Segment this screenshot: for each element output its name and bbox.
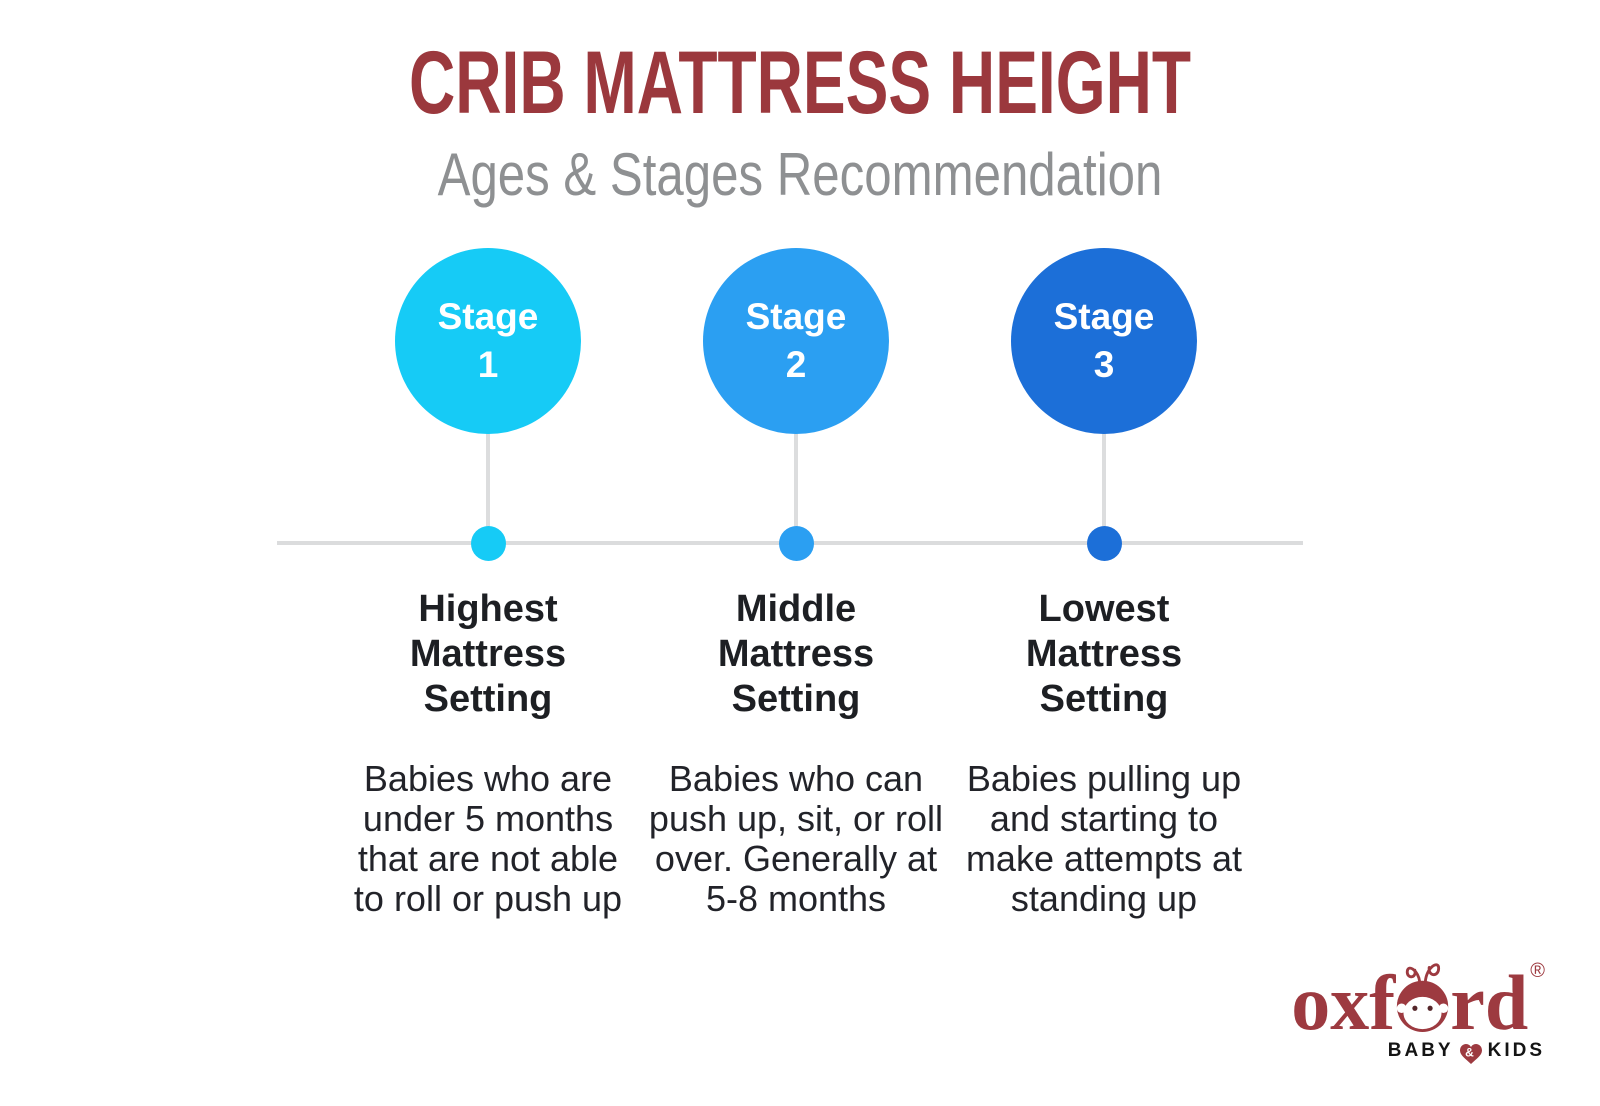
stage-3-description: Babies pulling up and starting to make a…: [965, 758, 1243, 919]
stage-1-circle: Stage 1: [395, 248, 581, 434]
page-title: CRIB MATTRESS HEIGHT: [408, 32, 1192, 132]
stage-2-circle: Stage 2: [703, 248, 889, 434]
stage-column-3: Stage 3 Lowest Mattress Setting Babies p…: [944, 0, 1264, 1106]
logo-word-part1: oxf: [1291, 958, 1396, 1046]
stage-1-heading: Highest Mattress Setting: [409, 588, 567, 720]
stage-3-heading: Lowest Mattress Setting: [1025, 588, 1183, 720]
logo-baby-text: BABY: [1387, 1040, 1454, 1061]
page-subtitle: Ages & Stages Recommendation: [437, 141, 1163, 208]
connector-line-2: [794, 430, 798, 543]
registered-mark: ®: [1530, 959, 1545, 982]
stage-3-label: Stage 3: [1054, 293, 1155, 389]
stage-number: 2: [785, 344, 807, 385]
logo-wordmark: oxf rd ®: [1291, 952, 1545, 1042]
stage-2-label: Stage 2: [746, 293, 847, 389]
logo-subline: BABY & KIDS: [1291, 1040, 1545, 1064]
logo-word-part2: rd: [1450, 958, 1529, 1046]
stage-1-description: Babies who are under 5 months that are n…: [353, 758, 623, 919]
svg-text:&: &: [1465, 1046, 1477, 1060]
connector-line-3: [1102, 430, 1106, 543]
timeline-dot-1: [470, 526, 506, 561]
stage-number: 3: [1093, 344, 1115, 385]
stage-word: Stage: [437, 296, 539, 337]
connector-line-1: [486, 430, 490, 543]
timeline-dot-2: [778, 526, 814, 561]
stage-number: 1: [477, 344, 499, 385]
stage-column-1: Stage 1 Highest Mattress Setting Babies …: [328, 0, 648, 1106]
stage-2-heading: Middle Mattress Setting: [717, 588, 875, 720]
logo-kids-text: KIDS: [1487, 1040, 1545, 1061]
heart-ampersand-icon: &: [1459, 1044, 1482, 1064]
oxford-baby-kids-logo: oxf rd ® BABY & KIDS: [1291, 952, 1545, 1064]
stage-1-label: Stage 1: [438, 293, 539, 389]
stage-3-circle: Stage 3: [1011, 248, 1197, 434]
timeline-dot-3: [1086, 526, 1122, 561]
stage-2-description: Babies who can push up, sit, or roll ove…: [648, 758, 944, 919]
baby-face-icon: [1397, 963, 1449, 1032]
stage-column-2: Stage 2 Middle Mattress Setting Babies w…: [636, 0, 956, 1106]
stage-word: Stage: [1053, 296, 1155, 337]
stage-word: Stage: [745, 296, 847, 337]
